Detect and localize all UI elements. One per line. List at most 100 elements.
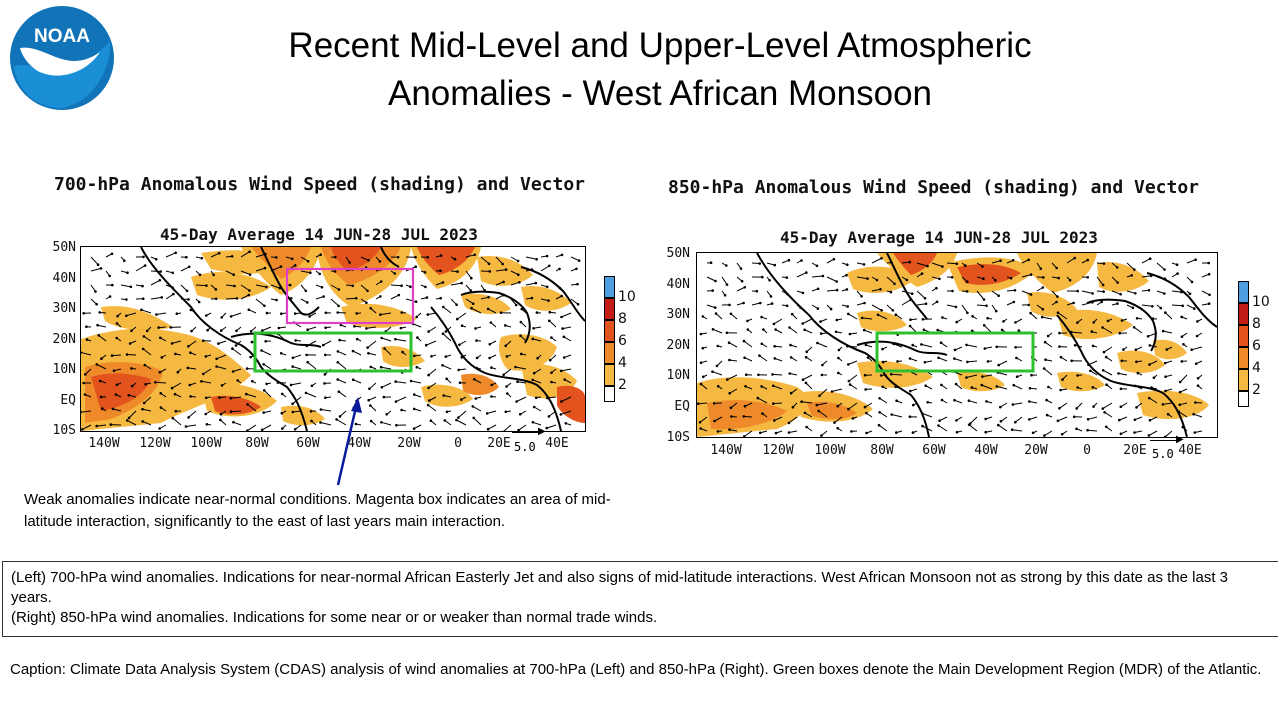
wind-vector-head	[169, 326, 173, 329]
lon-label: 140W	[88, 436, 120, 451]
wind-vector-head	[217, 342, 220, 345]
wind-vector	[465, 254, 475, 258]
wind-vector	[277, 333, 287, 342]
wind-vector	[240, 284, 250, 291]
legend-swatch	[1238, 369, 1249, 391]
mdr-green-box	[875, 331, 1035, 373]
wind-vector-head	[699, 382, 703, 386]
wind-vector-head	[1102, 350, 1106, 354]
wind-vector-head	[412, 427, 416, 430]
legend-label: 4	[618, 355, 627, 371]
wind-vector-head	[864, 343, 868, 347]
wind-vector	[1118, 372, 1128, 376]
wind-vector-head	[514, 303, 518, 307]
wind-vector	[515, 366, 527, 370]
wind-vector-head	[81, 428, 84, 431]
wind-vector	[487, 410, 497, 414]
title-line-2: Anomalies - West African Monsoon	[387, 74, 933, 113]
wind-vector-head	[275, 298, 278, 302]
legend-label: 10	[618, 289, 636, 305]
wind-vector	[1096, 276, 1104, 286]
wind-vector-head	[289, 297, 293, 300]
wind-vector-head	[865, 431, 868, 435]
wind-vector	[428, 382, 437, 389]
wind-vector-head	[394, 337, 397, 341]
wind-vector-head	[515, 400, 518, 403]
wind-vector-head	[355, 337, 359, 341]
wind-vector	[1006, 289, 1016, 292]
wind-vector-head	[755, 289, 759, 293]
wind-vector-head	[502, 373, 505, 377]
wind-vector-head	[142, 255, 145, 259]
wind-vector-head	[291, 402, 294, 406]
wind-vector-head	[1056, 419, 1060, 423]
wind-vector-head	[1106, 319, 1110, 323]
wind-vector-head	[520, 307, 523, 311]
wind-vector	[171, 340, 182, 344]
wind-vector-head	[144, 383, 147, 386]
wind-vector-head	[889, 290, 893, 294]
wind-vector-head	[1148, 344, 1152, 347]
wind-vector	[246, 393, 257, 398]
wind-vector	[180, 284, 188, 292]
wind-vector	[864, 402, 873, 408]
wind-vector-head	[1163, 435, 1167, 437]
wind-vector	[230, 312, 242, 317]
wind-vector	[126, 419, 137, 426]
wind-vector-head	[397, 293, 401, 297]
wind-vector	[360, 256, 369, 261]
wind-vector	[427, 404, 437, 412]
wind-vector-head	[531, 337, 535, 341]
wind-vector	[802, 318, 813, 324]
wind-vector-head	[401, 350, 404, 354]
wind-vector	[533, 406, 542, 412]
wind-vector-head	[893, 282, 896, 286]
lat-label: 10N	[52, 362, 76, 377]
lon-label: 40W	[974, 443, 998, 458]
wind-vector-head	[293, 264, 297, 267]
wind-vector-head	[860, 295, 863, 298]
wind-vector-head	[444, 355, 448, 358]
wind-vector	[337, 361, 347, 370]
wind-vector-head	[306, 360, 309, 364]
wind-vector	[570, 298, 579, 305]
wind-vector-head	[1031, 431, 1035, 435]
wind-vector	[997, 372, 1008, 376]
wind-vector-head	[458, 381, 462, 384]
wind-vector	[1163, 330, 1173, 334]
wind-vector-head	[890, 261, 893, 264]
wind-vector-head	[550, 380, 553, 384]
wind-vector-head	[699, 332, 703, 336]
wind-vector-head	[212, 273, 215, 277]
wind-vector	[998, 424, 1008, 432]
wind-vector-head	[804, 355, 808, 359]
lat-label: 50N	[52, 240, 76, 255]
wind-vector-head	[379, 313, 382, 316]
wind-vector-head	[743, 356, 746, 359]
wind-vector	[562, 326, 572, 330]
wind-vector-head	[369, 419, 373, 423]
wind-vector	[1191, 346, 1203, 351]
wind-vector-head	[728, 303, 731, 307]
wind-vector-head	[772, 384, 775, 388]
wind-vector	[891, 373, 903, 376]
wind-vector-head	[816, 341, 819, 345]
left-legend: 10 8 6 4 2	[604, 276, 644, 406]
wind-vector-head	[908, 260, 911, 264]
wind-vector	[1071, 331, 1083, 334]
wind-vector-head	[1015, 356, 1018, 360]
wind-vector-head	[160, 356, 164, 359]
wind-vector-head	[955, 430, 959, 434]
lon-label: 20E	[1123, 443, 1147, 458]
wind-vector	[831, 388, 843, 392]
wind-vector-head	[94, 290, 97, 293]
wind-vector-head	[698, 421, 702, 424]
wind-vector-head	[801, 291, 805, 295]
wind-vector-head	[1029, 273, 1033, 276]
wind-vector	[1029, 416, 1038, 420]
wind-vector-head	[306, 328, 309, 331]
wind-vector	[772, 373, 783, 376]
wind-vector-head	[862, 263, 866, 266]
wind-vector-head	[290, 257, 294, 261]
wind-vector-head	[1180, 315, 1183, 319]
